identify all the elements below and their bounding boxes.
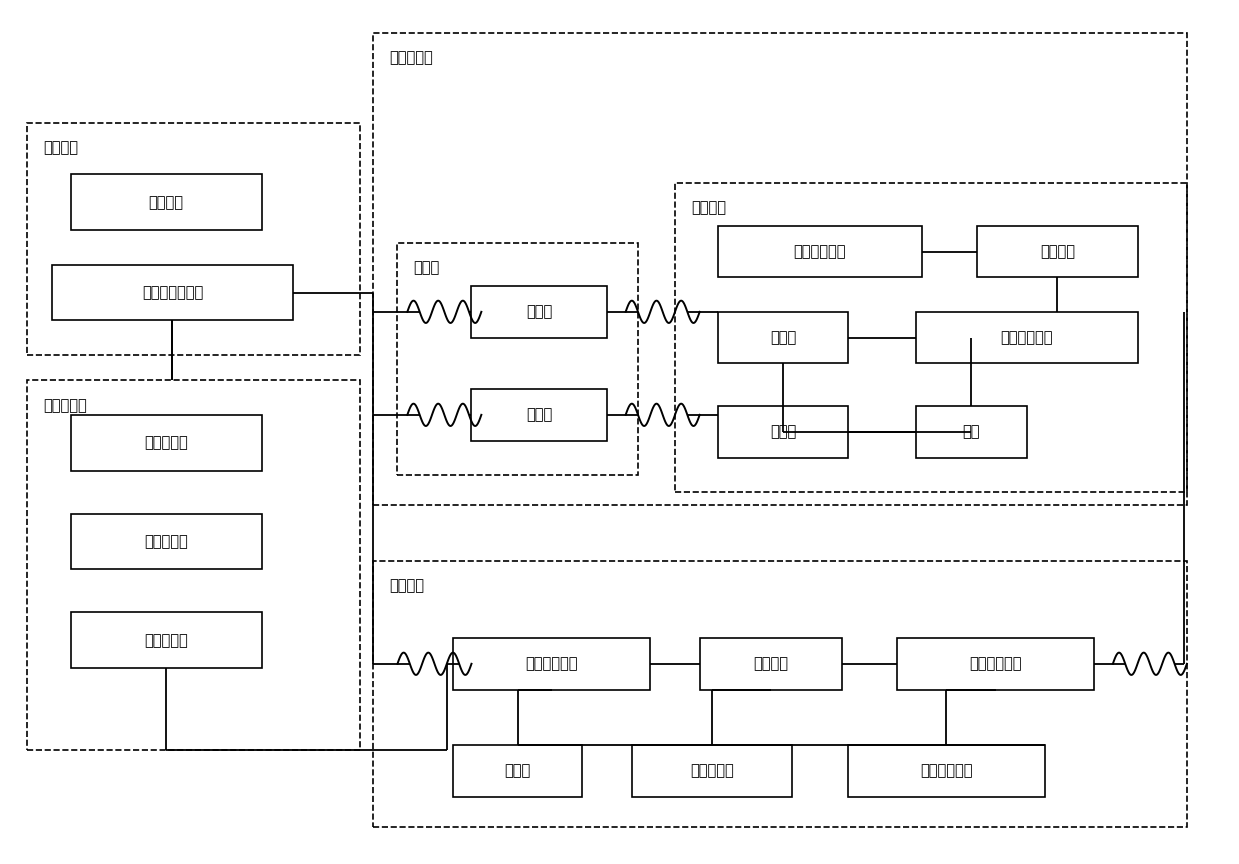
FancyBboxPatch shape — [700, 638, 841, 689]
Text: 盘管一: 盘管一 — [527, 304, 553, 320]
FancyBboxPatch shape — [71, 513, 261, 569]
FancyBboxPatch shape — [847, 746, 1044, 797]
Text: 流量控制阀一: 流量控制阀一 — [525, 657, 577, 671]
FancyBboxPatch shape — [52, 264, 292, 321]
FancyBboxPatch shape — [897, 638, 1094, 689]
Text: 预处理室: 预处理室 — [43, 140, 78, 156]
Text: 表冷器: 表冷器 — [414, 260, 440, 276]
Text: 支管二: 支管二 — [769, 424, 795, 440]
Text: 混合装置: 混合装置 — [691, 200, 726, 215]
FancyBboxPatch shape — [453, 638, 650, 689]
Text: 碱洗装置: 碱洗装置 — [149, 195, 183, 210]
Text: 温度传感器二: 温度传感器二 — [794, 245, 846, 259]
FancyBboxPatch shape — [719, 406, 847, 458]
Text: 降温除湿室: 降温除湿室 — [389, 50, 432, 65]
Text: 高级过滤器: 高级过滤器 — [144, 632, 188, 648]
FancyBboxPatch shape — [472, 389, 607, 441]
Text: 控制器一: 控制器一 — [753, 657, 788, 671]
Text: 温度传感器一: 温度传感器一 — [921, 764, 973, 778]
Text: 盘管二: 盘管二 — [527, 407, 553, 422]
Text: 初级过滤器: 初级过滤器 — [144, 435, 188, 450]
Text: 支管一: 支管一 — [769, 330, 795, 345]
FancyBboxPatch shape — [71, 175, 261, 231]
Text: 预除湿室: 预除湿室 — [389, 578, 424, 593]
FancyBboxPatch shape — [632, 746, 792, 797]
FancyBboxPatch shape — [916, 312, 1137, 364]
FancyBboxPatch shape — [472, 286, 607, 338]
Text: 除湿器: 除湿器 — [504, 764, 530, 778]
Text: 湿度传感器: 湿度传感器 — [690, 764, 733, 778]
Text: 防盐害过滤装置: 防盐害过滤装置 — [141, 285, 203, 300]
FancyBboxPatch shape — [719, 226, 922, 277]
Text: 控制器二: 控制器二 — [1040, 245, 1075, 259]
FancyBboxPatch shape — [71, 613, 261, 668]
Text: 总管: 总管 — [963, 424, 980, 440]
Text: 多级过滤室: 多级过滤室 — [43, 397, 87, 413]
Text: 流量控制阀二: 流量控制阀二 — [969, 657, 1022, 671]
FancyBboxPatch shape — [71, 415, 261, 471]
FancyBboxPatch shape — [916, 406, 1027, 458]
Text: 流量控制阀三: 流量控制阀三 — [1000, 330, 1053, 345]
FancyBboxPatch shape — [453, 746, 582, 797]
FancyBboxPatch shape — [719, 312, 847, 364]
FancyBboxPatch shape — [978, 226, 1137, 277]
Text: 中级过滤器: 中级过滤器 — [144, 534, 188, 549]
